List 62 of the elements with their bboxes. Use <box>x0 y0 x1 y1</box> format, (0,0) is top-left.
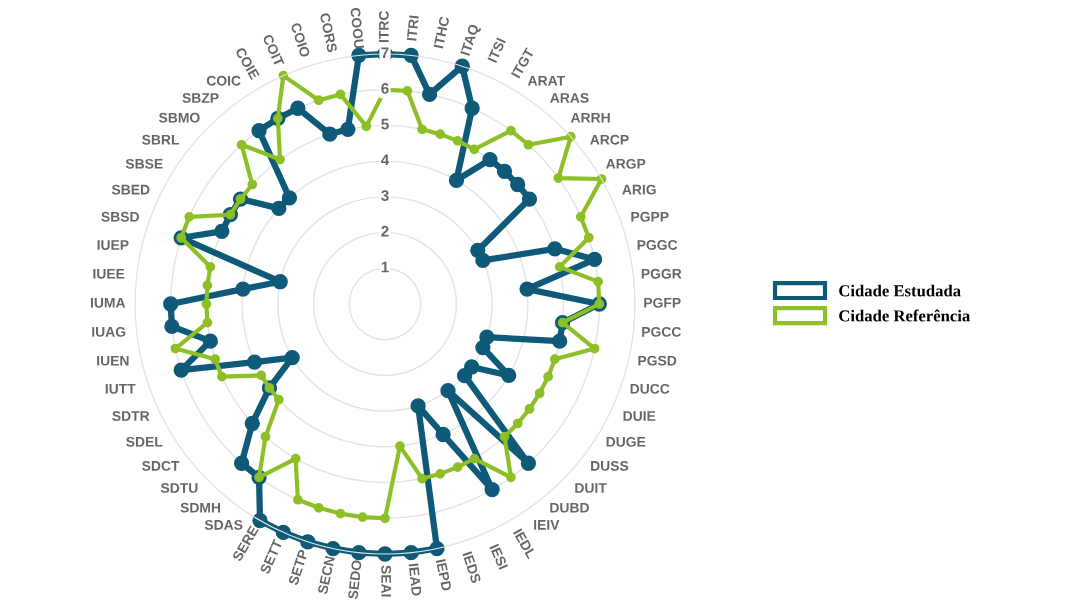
spoke-label: DUGE <box>606 436 646 447</box>
spoke-label: IEAD <box>408 563 422 596</box>
spoke-label: ITAQ <box>460 23 482 57</box>
y-tick-label: 5 <box>381 118 389 130</box>
spoke-label: IUTT <box>105 384 136 394</box>
spoke-label: COIT <box>262 33 285 68</box>
spoke-label: IUAG <box>92 326 126 337</box>
spoke-label: ITHC <box>433 16 450 49</box>
y-tick-label: 2 <box>381 225 389 237</box>
spoke-label: SECN <box>317 555 335 595</box>
spoke-label: DUIT <box>575 483 607 493</box>
spoke-label: COIO <box>290 22 311 58</box>
spoke-label: SEAI <box>381 565 392 597</box>
y-tick-label: 6 <box>381 83 389 94</box>
spoke-label: SDMH <box>180 502 221 513</box>
spoke-label: IEDS <box>462 551 482 584</box>
y-tick-label: 3 <box>381 190 389 201</box>
spoke-label: DUCC <box>630 383 670 394</box>
spoke-label: COOU <box>350 7 365 49</box>
spoke-label: IUEE <box>93 268 125 279</box>
legend-label: Cidade Estudada <box>839 284 961 297</box>
spoke-label: IEIV <box>534 520 560 530</box>
spoke-label: IUEP <box>97 240 129 250</box>
spoke-label: PGFP <box>644 297 681 308</box>
spoke-label: SDCT <box>142 460 180 471</box>
spoke-label: CORS <box>319 12 338 53</box>
spoke-label: SBRL <box>142 134 180 145</box>
spoke-label: SDTR <box>112 411 150 421</box>
spoke-label: ARRH <box>570 112 610 123</box>
spoke-label: PGPP <box>631 211 669 222</box>
spoke-label: IUEN <box>97 355 129 366</box>
spoke-label: SDTU <box>160 483 198 493</box>
spoke-label: IESI <box>489 543 509 570</box>
spoke-label: IUMA <box>90 298 126 308</box>
spoke-label: SBSD <box>101 211 139 222</box>
spoke-label: PGSD <box>638 355 677 366</box>
spoke-label: SEDO <box>347 560 362 600</box>
spoke-label: SBMO <box>158 112 200 123</box>
spoke-label: ARCP <box>590 134 629 145</box>
y-tick-label: 1 <box>381 261 389 273</box>
spoke-label: SBED <box>111 184 150 195</box>
spoke-label: ARIG <box>622 184 656 195</box>
spoke-label: PGGC <box>637 240 678 250</box>
spoke-label: ITSI <box>487 37 506 64</box>
spoke-label: SETT <box>259 538 283 575</box>
spoke-label: ARGP <box>606 158 646 169</box>
legend-label: Cidade Referência <box>839 309 970 322</box>
spoke-label: SBSE <box>125 158 163 169</box>
spoke-label: DUBD <box>550 502 589 513</box>
spoke-label: SBZP <box>182 93 219 103</box>
spoke-label: PGCC <box>642 326 681 337</box>
y-tick-label: 7 <box>381 47 389 58</box>
spoke-label: PGGR <box>641 268 682 279</box>
spoke-label: IEPD <box>435 558 452 592</box>
spoke-label: DUSS <box>591 460 629 471</box>
spoke-label: DUIE <box>623 411 656 421</box>
y-tick-label: 4 <box>380 154 390 166</box>
spoke-label: ITRI <box>406 15 419 41</box>
spoke-label: SDEL <box>126 436 163 447</box>
spoke-label: SETP <box>288 548 309 586</box>
spoke-label: ITRC <box>378 10 389 43</box>
spoke-label: ARAS <box>550 93 589 103</box>
